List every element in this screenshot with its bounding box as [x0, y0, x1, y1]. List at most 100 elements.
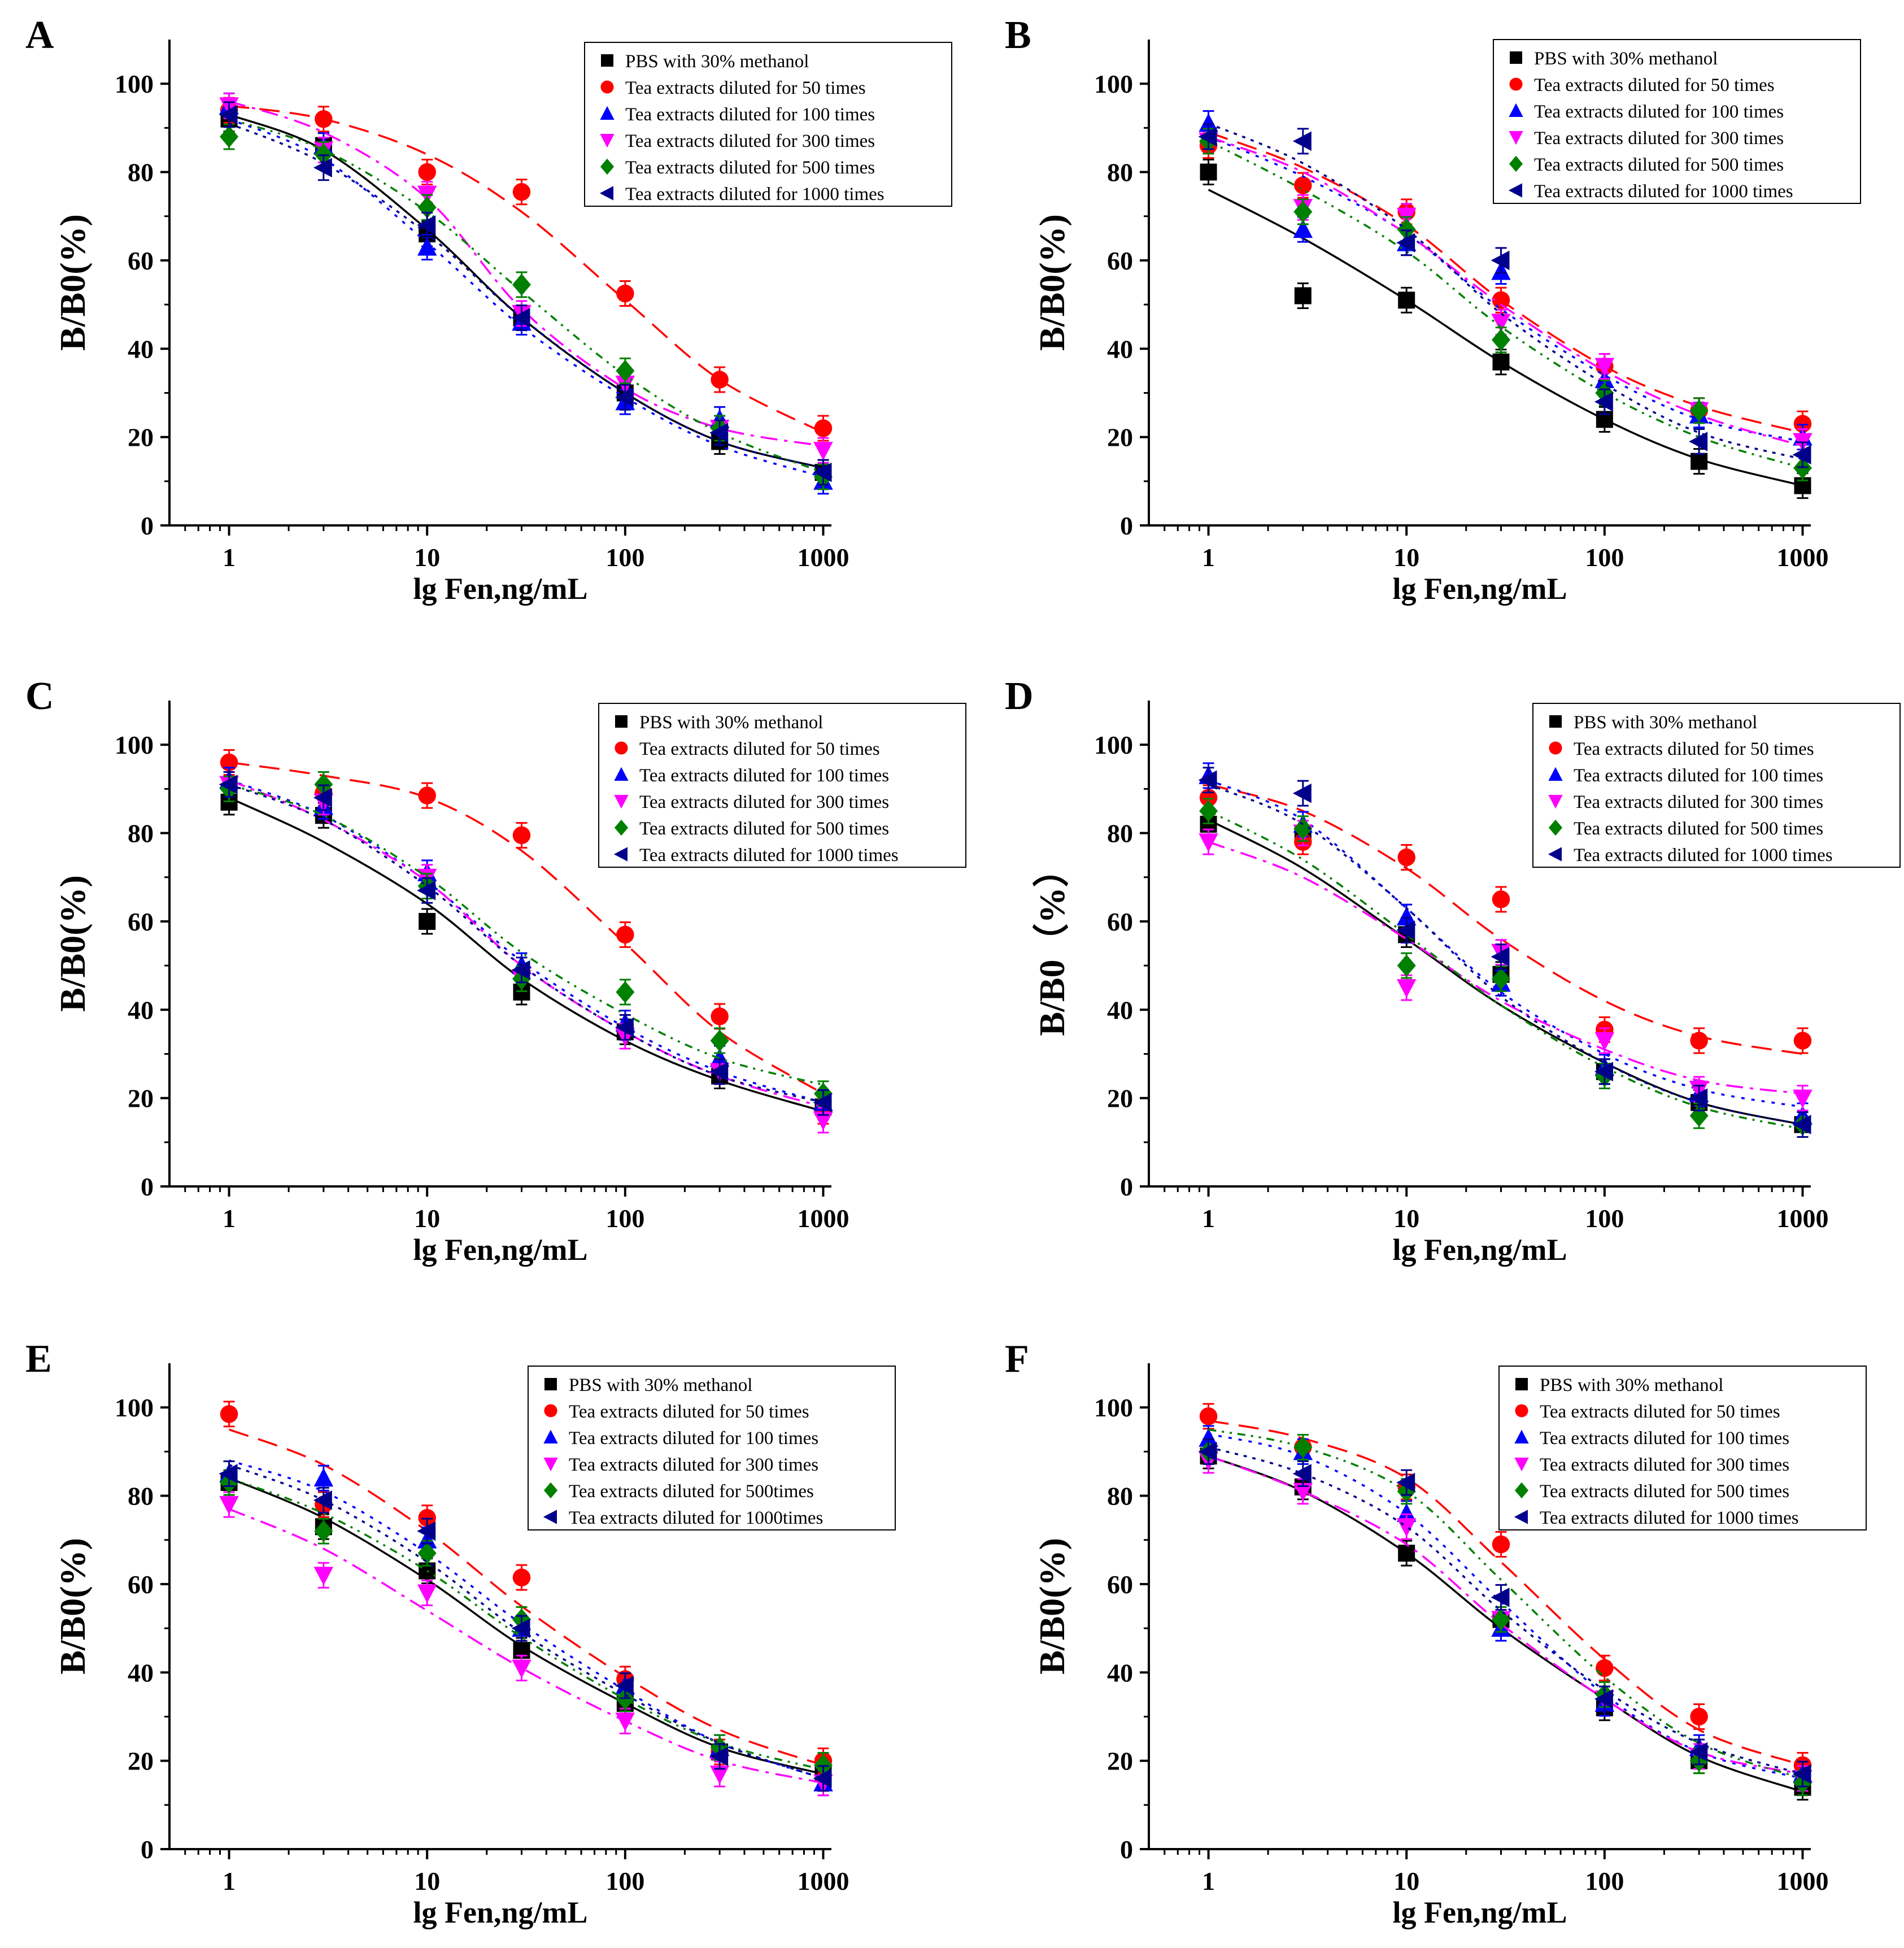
data-point — [1199, 1407, 1218, 1425]
data-point — [711, 1007, 729, 1025]
data-point — [512, 1659, 531, 1679]
data-point — [313, 788, 332, 808]
x-tick-label: 10 — [1393, 1204, 1419, 1233]
legend-label: Tea extracts diluted for 300 times — [569, 1455, 818, 1475]
y-tick-label: 40 — [1107, 995, 1133, 1024]
legend-label: Tea extracts diluted for 300 times — [639, 792, 889, 812]
legend-marker — [600, 134, 615, 148]
data-point — [1398, 292, 1415, 309]
y-tick-label: 40 — [1107, 334, 1133, 363]
data-point — [709, 1746, 729, 1767]
y-tick-label: 0 — [141, 1835, 154, 1864]
legend-label: Tea extracts diluted for 300 times — [1574, 792, 1823, 812]
legend-label: Tea extracts diluted for 1000 times — [625, 184, 885, 205]
y-axis-title: B/B0（%） — [1032, 851, 1072, 1036]
data-point — [417, 237, 437, 256]
data-point — [1491, 1588, 1510, 1607]
fit-curve — [1208, 122, 1803, 460]
data-point — [418, 163, 436, 181]
data-point — [1396, 1472, 1415, 1493]
data-point — [417, 215, 436, 235]
data-point — [1492, 1535, 1510, 1554]
data-point — [709, 1766, 730, 1785]
data-point — [1689, 432, 1708, 451]
legend-label: Tea extracts diluted for 1000times — [569, 1508, 823, 1528]
data-point — [1690, 1707, 1708, 1726]
y-tick-label: 0 — [141, 1172, 154, 1201]
data-point — [1396, 1518, 1417, 1537]
data-point — [1594, 392, 1613, 412]
data-point — [313, 158, 332, 177]
data-point — [709, 423, 729, 443]
legend-label: Tea extracts diluted for 500 times — [1574, 819, 1823, 839]
y-tick-label: 100 — [115, 69, 154, 98]
legend-label: Tea extracts diluted for 300 times — [1540, 1455, 1789, 1475]
x-tick-label: 1 — [1202, 543, 1215, 572]
data-point — [512, 273, 531, 296]
legend-box — [1493, 39, 1861, 204]
y-tick-label: 0 — [1120, 511, 1133, 540]
series-5 — [1198, 122, 1811, 468]
legend-box — [598, 703, 966, 868]
legend-label: Tea extracts diluted for 500 times — [1534, 155, 1784, 175]
legend-marker — [544, 1404, 557, 1417]
data-point — [813, 1768, 832, 1789]
y-tick-label: 100 — [115, 731, 154, 759]
legend-label: Tea extracts diluted for 100 times — [625, 105, 875, 125]
legend-label: Tea extracts diluted for 1000 times — [639, 845, 899, 866]
legend-label: Tea extracts diluted for 300 times — [625, 131, 875, 151]
legend-label: Tea extracts diluted for 1000 times — [1534, 181, 1793, 202]
legend-label: Tea extracts diluted for 100 times — [569, 1428, 818, 1449]
data-point — [1200, 163, 1217, 181]
legend-marker — [1509, 155, 1523, 172]
legend-label: Tea extracts diluted for 1000 times — [1540, 1508, 1799, 1528]
panel-label: A — [25, 14, 54, 57]
legend-box — [1532, 703, 1901, 868]
legend-label: Tea extracts diluted for 100 times — [1574, 766, 1823, 786]
y-tick-label: 40 — [128, 1658, 154, 1687]
legend: PBS with 30% methanol Tea extracts dilute… — [598, 703, 966, 868]
y-axis-title: B/B0(%) — [1032, 214, 1072, 351]
data-point — [1294, 176, 1312, 194]
legend-marker — [613, 847, 628, 862]
data-point — [418, 786, 436, 805]
data-point — [1292, 1464, 1312, 1484]
legend-marker — [600, 106, 615, 120]
legend-marker — [1509, 131, 1523, 145]
legend-marker — [1509, 77, 1523, 91]
data-point — [1294, 287, 1312, 305]
data-point — [813, 462, 832, 482]
data-point — [1199, 113, 1218, 132]
y-tick-label: 20 — [1107, 423, 1133, 452]
data-point — [813, 442, 833, 461]
data-point — [1594, 1032, 1615, 1051]
data-point — [1198, 127, 1217, 147]
data-point — [615, 1712, 635, 1732]
data-point — [220, 1405, 238, 1423]
y-axis-title: B/B0(%) — [53, 214, 93, 351]
legend-label: Tea extracts diluted for 1000 times — [1574, 845, 1833, 866]
panel-label: E — [25, 1337, 52, 1381]
legend-label: Tea extracts diluted for 500 times — [1540, 1481, 1789, 1502]
y-tick-label: 40 — [128, 995, 154, 1024]
legend-marker — [614, 795, 629, 809]
data-point — [1396, 920, 1415, 940]
fit-curve — [1208, 1428, 1803, 1780]
data-point — [1689, 1088, 1708, 1108]
legend-label: Tea extracts diluted for 50 times — [1574, 739, 1814, 759]
data-point — [814, 419, 833, 437]
legend-marker — [600, 158, 615, 175]
x-tick-label: 1 — [1202, 1867, 1215, 1895]
legend-marker — [543, 1458, 558, 1472]
legend-marker — [1548, 795, 1563, 809]
data-point — [219, 1496, 239, 1515]
data-point — [1491, 250, 1510, 271]
legend-label: Tea extracts diluted for 100 times — [1540, 1428, 1789, 1449]
series-5 — [219, 101, 832, 486]
data-point — [1293, 1436, 1313, 1459]
legend-marker — [1515, 1378, 1528, 1390]
x-tick-label: 1000 — [797, 1867, 849, 1895]
y-tick-label: 100 — [1094, 69, 1133, 98]
legend-marker — [543, 1510, 557, 1524]
